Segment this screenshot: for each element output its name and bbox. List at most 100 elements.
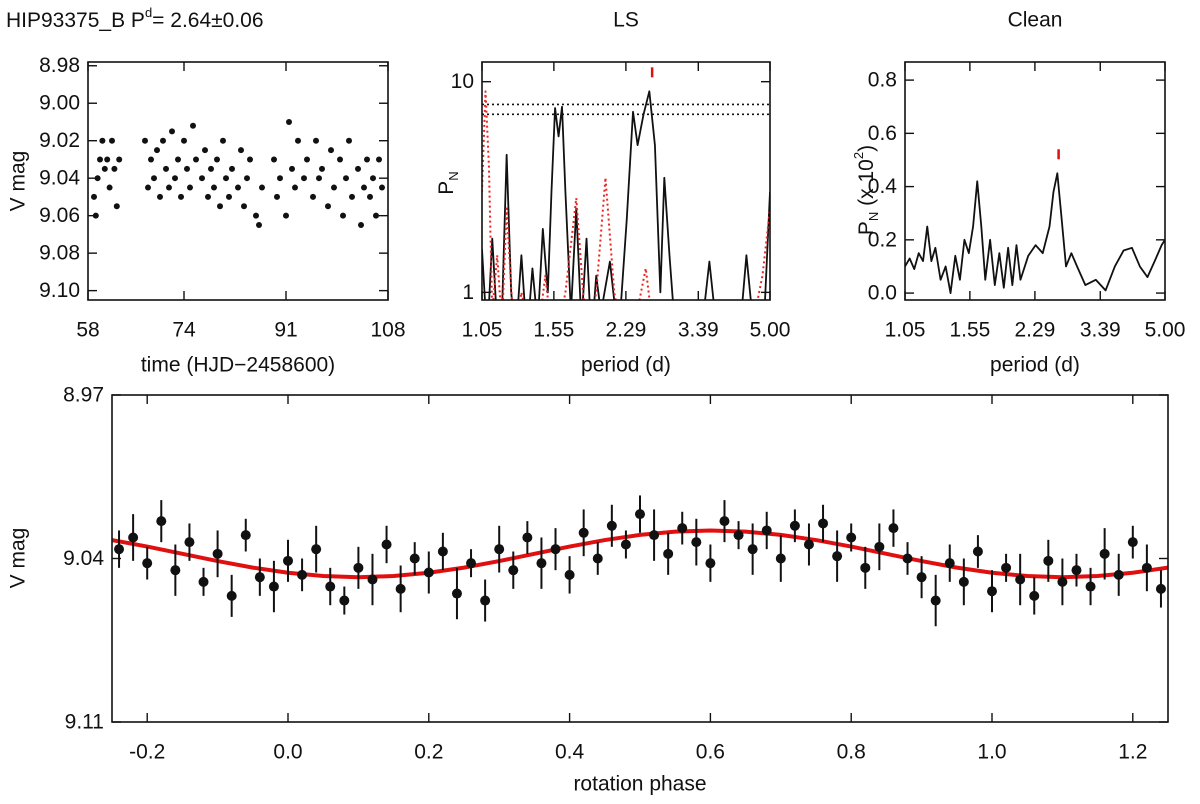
- data-point: [226, 590, 237, 601]
- data-point: [1085, 581, 1096, 592]
- data-point: [1099, 548, 1110, 559]
- data-point: [316, 175, 322, 182]
- y-tick-label: 9.02: [39, 129, 80, 152]
- x-tick-label: 74: [172, 319, 196, 342]
- y-tick-label: 9.04: [63, 547, 104, 570]
- data-point: [157, 193, 163, 200]
- data-point: [193, 156, 199, 163]
- data-point: [310, 193, 316, 200]
- data-point: [902, 553, 913, 564]
- x-tick-label: -0.2: [129, 741, 165, 764]
- data-point: [175, 156, 181, 163]
- data-point: [325, 203, 331, 210]
- x-tick-label: 3.39: [1080, 319, 1121, 342]
- plot-frame: [481, 61, 771, 301]
- y-tick-label: 9.00: [39, 92, 80, 115]
- y-label-sub: N: [866, 212, 881, 221]
- data-point: [1015, 574, 1026, 585]
- data-point: [451, 588, 462, 599]
- data-point: [353, 562, 364, 573]
- data-point: [367, 574, 378, 585]
- y-tick-label: 0.8: [868, 69, 897, 92]
- data-point: [395, 583, 406, 594]
- data-point: [346, 137, 352, 144]
- data-point: [832, 551, 843, 562]
- data-point: [376, 156, 382, 163]
- y-axis-label: PN: [435, 171, 462, 194]
- data-point: [259, 184, 265, 191]
- data-point: [987, 586, 997, 597]
- data-point: [198, 576, 209, 587]
- data-point: [190, 122, 196, 129]
- plot-area: [91, 118, 385, 229]
- data-point: [480, 595, 491, 606]
- data-point: [116, 156, 123, 163]
- data-point: [649, 530, 660, 541]
- x-tick-label: 1.0: [977, 741, 1006, 764]
- plot-frame: [87, 61, 389, 301]
- data-point: [361, 184, 367, 191]
- x-tick-label: 3.39: [678, 319, 719, 342]
- periodogram-line: [482, 90, 770, 300]
- y-axis-label: V mag: [7, 528, 30, 589]
- data-point: [163, 165, 169, 172]
- x-tick-label: 5.00: [1145, 319, 1186, 342]
- y-tick-label: 9.10: [39, 279, 80, 302]
- data-point: [214, 156, 220, 163]
- title-rest: = 2.64±0.06: [152, 9, 263, 32]
- data-point: [268, 581, 279, 592]
- data-point: [349, 193, 355, 200]
- data-point: [241, 203, 247, 210]
- data-point: [635, 509, 645, 520]
- y-tick-label: 1: [462, 281, 474, 304]
- x-tick-label: 0.2: [414, 741, 443, 764]
- data-point: [247, 156, 253, 163]
- plot-area: [112, 495, 1168, 627]
- y-axis-label: V mag: [7, 151, 30, 212]
- data-point: [355, 165, 361, 172]
- y-tick-label: 8.97: [63, 384, 104, 407]
- data-point: [423, 567, 434, 578]
- data-point: [733, 530, 744, 541]
- data-point: [1155, 583, 1166, 594]
- data-point: [111, 165, 118, 172]
- y-tick-label: 9.04: [39, 167, 80, 190]
- data-point: [212, 548, 223, 559]
- data-point: [156, 516, 167, 527]
- data-point: [620, 539, 631, 550]
- x-axis-label: period (d): [990, 354, 1080, 377]
- data-point: [205, 193, 211, 200]
- data-point: [301, 175, 307, 182]
- plot-frame: [111, 394, 1169, 723]
- data-point: [677, 523, 688, 534]
- x-tick-label: 91: [274, 319, 297, 342]
- data-point: [437, 546, 448, 557]
- title-sup: d: [145, 5, 152, 20]
- data-point: [199, 175, 205, 182]
- data-point: [1141, 562, 1152, 573]
- data-point: [160, 137, 166, 144]
- data-point: [761, 525, 772, 536]
- data-point: [226, 193, 232, 200]
- figure-title: HIP93375_B Pd= 2.64±0.06: [6, 5, 264, 32]
- data-point: [803, 539, 814, 550]
- plot-area: [905, 172, 1165, 294]
- data-point: [606, 520, 617, 531]
- data-point: [106, 184, 113, 191]
- data-point: [283, 212, 289, 219]
- data-point: [297, 569, 308, 580]
- data-point: [274, 193, 280, 200]
- x-tick-label: 1.05: [885, 319, 926, 342]
- y-label-sub: N: [446, 171, 461, 180]
- data-point: [364, 156, 370, 163]
- x-tick-label: 1.55: [949, 319, 990, 342]
- data-point: [331, 184, 337, 191]
- data-point: [99, 137, 106, 144]
- data-point: [328, 147, 334, 154]
- data-point: [235, 184, 241, 191]
- data-point: [286, 118, 292, 125]
- data-point: [295, 137, 301, 144]
- data-point: [705, 558, 716, 569]
- x-tick-label: 5.00: [750, 319, 791, 342]
- data-point: [97, 156, 103, 163]
